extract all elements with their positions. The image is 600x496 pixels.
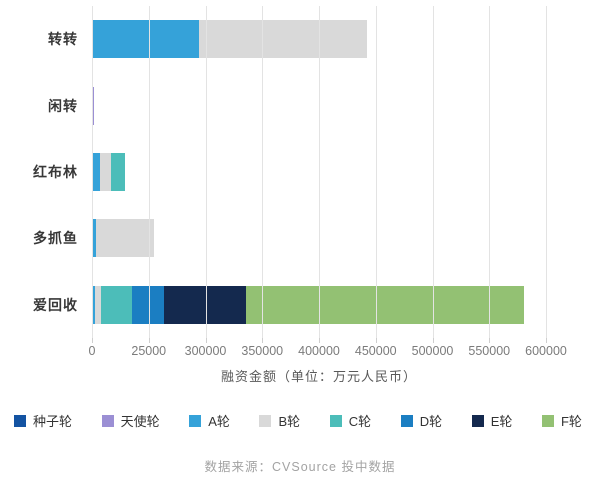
legend-label: 种子轮 (33, 414, 73, 429)
bar-segment-B轮 (95, 285, 101, 324)
bar-row (92, 205, 546, 271)
bar-row (92, 139, 546, 205)
x-tick-label: 400000 (298, 344, 340, 358)
legend-label: D轮 (419, 414, 443, 429)
bar-segment-A轮 (92, 285, 96, 324)
bar-爱回收 (92, 285, 546, 324)
chart-body: 转转闲转红布林多抓鱼爱回收 0 25000 300000 350000 400000 45… (0, 6, 567, 358)
bar-segment-B轮 (100, 153, 112, 192)
bar-segment-C轮 (111, 153, 126, 192)
source-caption: 数据来源：CVSource 投中数据 (204, 460, 396, 474)
legend-swatch-icon (471, 414, 484, 427)
category-label: 红布林 (33, 164, 78, 181)
grid-line (92, 6, 93, 338)
x-axis-title: 融资金额（单位：万元人民币） (220, 369, 417, 384)
grid-line (205, 6, 207, 338)
x-axis-tick (262, 338, 264, 343)
x-tick-label: 350000 (241, 344, 284, 358)
bar-红布林 (92, 153, 546, 192)
bar-多抓鱼 (92, 219, 546, 258)
grid-line (489, 6, 491, 338)
x-tick-label: 500000 (411, 344, 454, 358)
legend-swatch-icon (541, 414, 554, 427)
category-label: 爱回收 (33, 296, 78, 313)
bar-row (92, 6, 546, 72)
legend-label: C轮 (348, 414, 372, 429)
bars-container (92, 6, 546, 338)
legend-swatch-icon (101, 414, 114, 427)
legend-swatch-icon (259, 414, 272, 427)
x-tick-label: 450000 (354, 344, 397, 358)
legend-label: E轮 (490, 414, 513, 429)
legend-item-E轮: E轮 (471, 411, 513, 430)
bar-segment-E轮 (163, 285, 246, 324)
x-tick-label: 600000 (525, 344, 567, 358)
legend-label: A轮 (208, 414, 230, 429)
plot-area: 0 25000 300000 350000 400000 450000 500000 5500… (89, 6, 567, 358)
x-tick-label: 25000 (131, 344, 167, 358)
legend: 种子轮 天使轮 A轮 B轮 C轮 D轮 E轮 F轮 (14, 411, 582, 430)
legend-label: F轮 (560, 414, 582, 429)
x-axis-tick (148, 338, 150, 343)
legend-swatch-icon (189, 414, 202, 427)
y-axis-category-labels: 转转闲转红布林多抓鱼爱回收 (0, 6, 92, 338)
bar-segment-B轮 (96, 219, 154, 258)
bar-segment-A轮 (92, 20, 200, 59)
grid-line (262, 6, 264, 338)
bar-row (92, 272, 546, 338)
category-label: 多抓鱼 (33, 230, 78, 247)
bar-segment-A轮 (92, 153, 101, 192)
category-label: 转转 (48, 31, 78, 48)
bar-segment-D轮 (132, 285, 164, 324)
x-axis-tick (432, 338, 434, 343)
grid-line (148, 6, 150, 338)
bar-segment-C轮 (100, 285, 133, 324)
grid-line (319, 6, 320, 338)
grid-line (432, 6, 434, 338)
legend-item-B轮: B轮 (259, 411, 300, 430)
legend-swatch-icon (400, 414, 413, 427)
legend-item-C轮: C轮 (329, 411, 372, 430)
x-axis-tick (205, 338, 207, 343)
bar-转转 (92, 20, 546, 59)
legend-item-F轮: F轮 (541, 411, 582, 430)
bar-segment-A轮 (92, 219, 97, 258)
legend-item-天使轮: 天使轮 (101, 411, 160, 430)
category-label: 闲转 (48, 97, 78, 114)
x-axis-tick (546, 338, 547, 343)
x-axis-tick (319, 338, 320, 343)
x-tick-label: 550000 (468, 344, 511, 358)
legend-swatch-icon (329, 414, 342, 427)
x-axis-tick (375, 338, 377, 343)
x-axis-tick (92, 338, 93, 343)
legend-item-种子轮: 种子轮 (14, 411, 72, 430)
x-tick-label: 300000 (184, 344, 227, 358)
bar-segment-B轮 (199, 20, 368, 59)
x-tick-label: 0 (88, 344, 96, 358)
legend-item-A轮: A轮 (189, 411, 230, 430)
grid-line (546, 6, 547, 338)
legend-label: 天使轮 (120, 414, 160, 429)
legend-item-D轮: D轮 (400, 411, 443, 430)
legend-swatch-icon (14, 414, 26, 427)
bar-segment-F轮 (245, 285, 525, 324)
grid-line (375, 6, 377, 338)
legend-label: B轮 (278, 414, 301, 429)
x-axis-tick (489, 338, 491, 343)
